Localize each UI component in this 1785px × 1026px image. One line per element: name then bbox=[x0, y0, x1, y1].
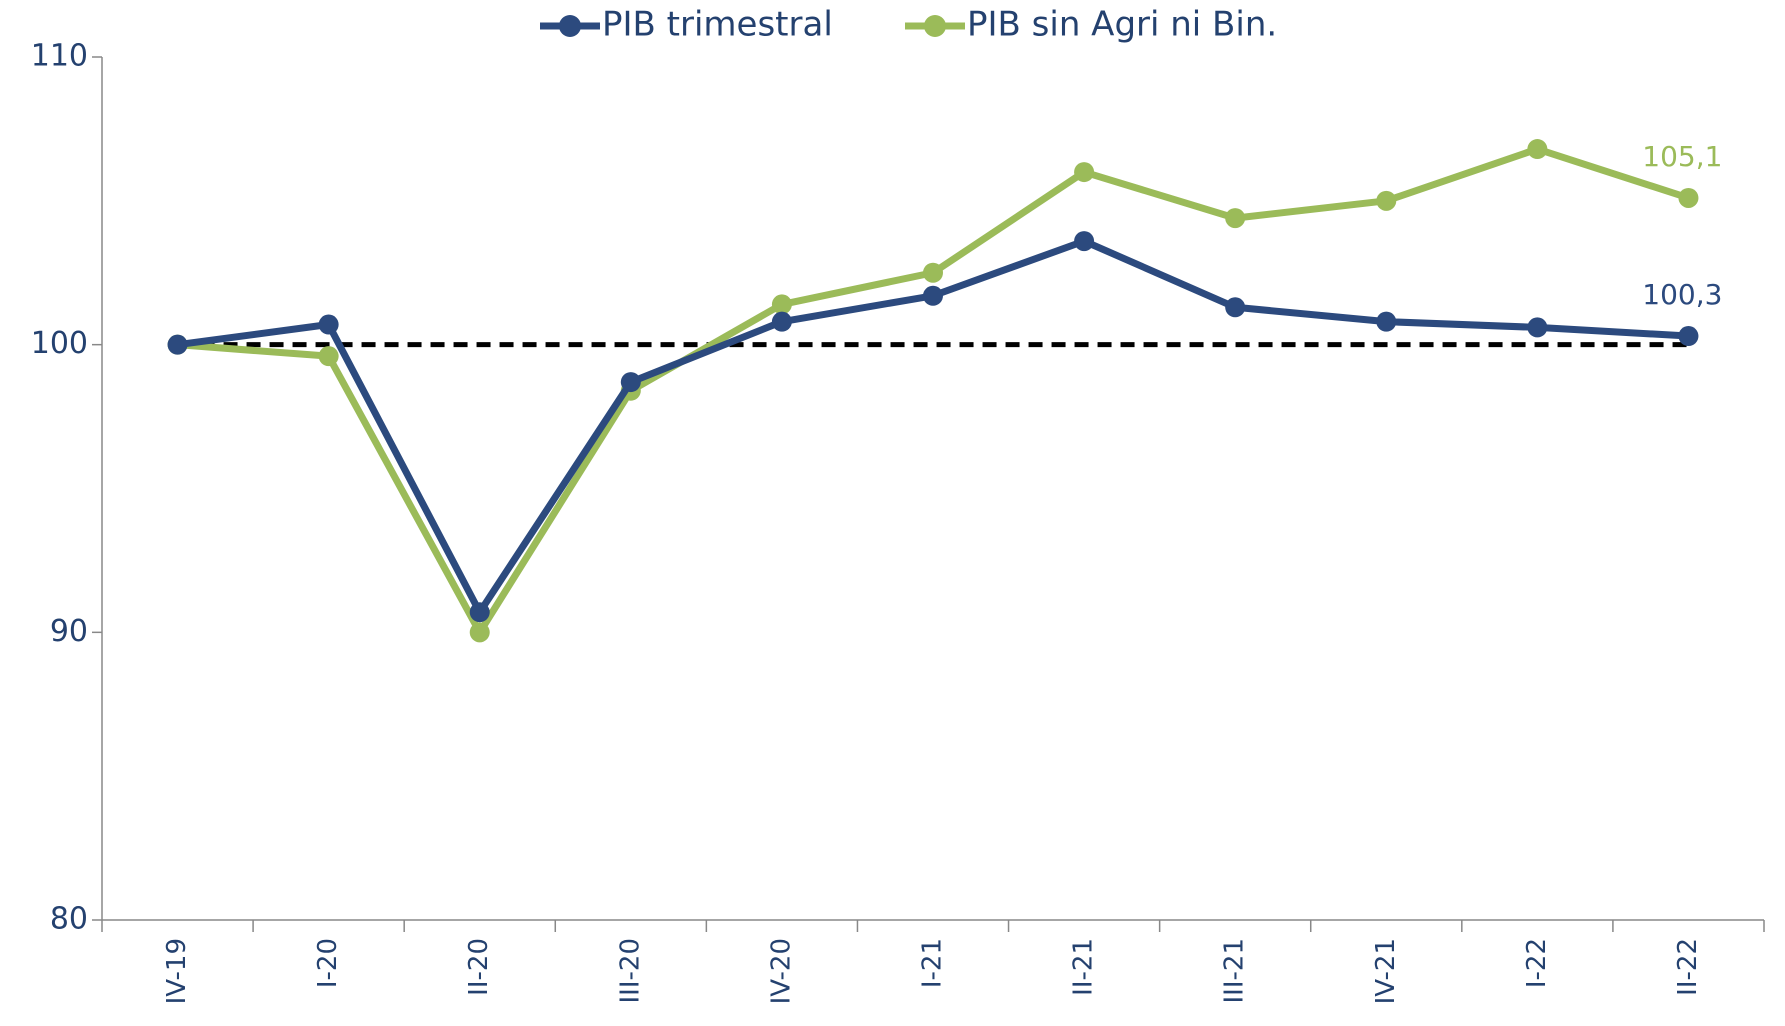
data-point bbox=[1074, 231, 1095, 252]
data-point bbox=[620, 372, 641, 393]
x-tick-label: IV-20 bbox=[766, 938, 796, 1004]
data-point bbox=[167, 334, 188, 355]
x-tick-label: II-20 bbox=[464, 938, 494, 996]
y-tick-label: 100 bbox=[31, 326, 88, 361]
data-point bbox=[771, 294, 792, 315]
x-tick-label: I-21 bbox=[918, 938, 948, 988]
x-tick-label: IV-19 bbox=[162, 938, 192, 1004]
x-tick-label: II-22 bbox=[1673, 938, 1703, 996]
y-tick-label: 110 bbox=[31, 39, 88, 74]
data-label: 100,3 bbox=[1642, 278, 1722, 311]
legend-marker bbox=[559, 15, 581, 37]
series-line bbox=[177, 145, 1690, 636]
data-point bbox=[1678, 326, 1699, 347]
data-point bbox=[1678, 187, 1699, 208]
legend-label: PIB trimestral bbox=[602, 5, 833, 45]
data-point bbox=[1074, 162, 1095, 183]
x-tick-label: III-21 bbox=[1220, 938, 1250, 1003]
y-tick-label: 90 bbox=[50, 614, 88, 649]
x-tick-label: II-21 bbox=[1069, 938, 1099, 996]
data-point bbox=[318, 314, 339, 335]
x-tick-label: IV-21 bbox=[1371, 938, 1401, 1004]
data-point bbox=[1376, 190, 1397, 211]
legend-marker bbox=[924, 15, 946, 37]
data-label: 105,1 bbox=[1642, 140, 1722, 173]
data-point bbox=[923, 285, 943, 306]
y-tick-label: 80 bbox=[50, 902, 88, 937]
data-point bbox=[923, 262, 943, 283]
data-point bbox=[1225, 297, 1246, 318]
data-point bbox=[318, 346, 339, 367]
data-point bbox=[771, 311, 792, 332]
data-point bbox=[469, 602, 490, 623]
data-point bbox=[1225, 208, 1246, 229]
x-tick-label: I-22 bbox=[1522, 938, 1552, 988]
data-point bbox=[1527, 139, 1548, 160]
data-point bbox=[1527, 317, 1548, 338]
x-tick-label: I-20 bbox=[313, 938, 343, 988]
x-tick-label: III-20 bbox=[615, 938, 645, 1003]
data-point bbox=[1376, 311, 1397, 332]
data-point bbox=[469, 622, 490, 643]
legend-label: PIB sin Agri ni Bin. bbox=[967, 5, 1277, 45]
